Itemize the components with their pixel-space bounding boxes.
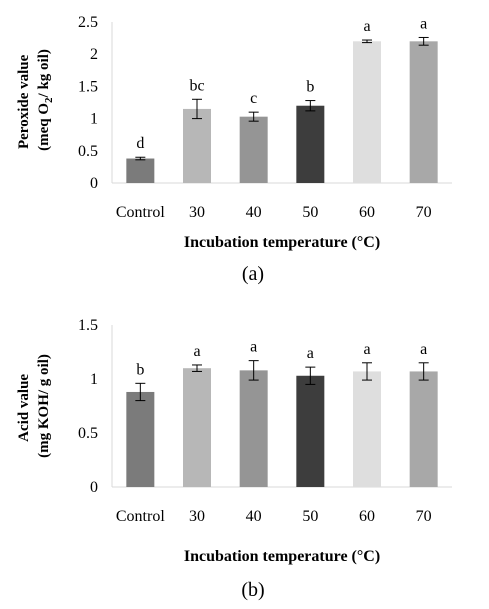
error-bar [305, 366, 316, 385]
y-tick-label: 0 [90, 175, 98, 192]
category-labels: Control 30 40 50 60 70 [116, 508, 432, 525]
significance-letter: c [250, 90, 257, 107]
significance-letters: b a a a a a [136, 339, 427, 379]
y-tick-label: 2.5 [78, 14, 98, 31]
bar [239, 370, 268, 487]
bar [126, 158, 155, 183]
category-label: 50 [302, 204, 318, 221]
error-bar [418, 36, 429, 46]
significance-letter: a [420, 341, 427, 358]
y-tick-labels: 0 0.5 1 1.5 [78, 317, 98, 496]
bar [409, 371, 438, 487]
bar [353, 41, 381, 183]
category-label: 50 [302, 508, 318, 525]
y-tick-label: 1.5 [78, 317, 98, 334]
y-tick-label: 0 [90, 479, 98, 496]
significance-letter: d [136, 135, 144, 152]
bar [409, 41, 438, 183]
y-tick-label: 0.5 [78, 425, 98, 442]
bar [239, 116, 268, 183]
category-label: 60 [359, 508, 375, 525]
y-tick-labels: 0 0.5 1 1.5 2 2.5 [78, 14, 98, 192]
category-label: 40 [246, 204, 262, 221]
y-tick-label: 1.5 [78, 78, 98, 95]
error-bar [248, 111, 259, 122]
y-axis-label: Peroxide value (meq O2/ kg oil) [16, 49, 55, 151]
significance-letter: a [420, 15, 427, 32]
error-bar [305, 100, 316, 112]
category-label: 40 [246, 508, 262, 525]
category-label: Control [116, 204, 165, 221]
error-bar [418, 362, 429, 381]
panel-label: (b) [241, 579, 264, 601]
bar [296, 105, 325, 183]
panel-label: (a) [242, 263, 264, 285]
bar [183, 108, 211, 183]
chart-acid-value: 0 0.5 1 1.5 b a a a a a Control 30 40 50 60 70 Acid v… [16, 317, 452, 601]
significance-letters: d bc c b a a [136, 15, 427, 152]
error-bar [192, 98, 202, 120]
error-bars [135, 360, 429, 402]
category-label: 60 [359, 204, 375, 221]
category-label: 70 [416, 508, 432, 525]
bars [126, 41, 438, 183]
significance-letter: b [306, 79, 314, 96]
error-bar [192, 364, 202, 372]
significance-letter: bc [189, 77, 204, 94]
y-tick-label: 2 [90, 46, 98, 63]
error-bar [135, 382, 146, 402]
bar [126, 391, 155, 487]
x-axis-label: Incubation temperature (°C) [184, 234, 380, 251]
significance-letter: a [363, 341, 370, 358]
error-bars [135, 36, 429, 161]
significance-letter: a [363, 18, 370, 35]
significance-letter: a [193, 343, 200, 360]
bar [183, 368, 211, 487]
error-bar [135, 156, 146, 161]
y-tick-label: 0.5 [78, 143, 98, 160]
chart-peroxide-value: 0 0.5 1 1.5 2 2.5 d bc c b a a Control 30 40 50 60 70 P… [16, 14, 452, 285]
significance-letter: a [250, 339, 257, 356]
significance-letter: a [307, 345, 314, 362]
category-labels: Control 30 40 50 60 70 [116, 204, 432, 221]
bar [353, 371, 381, 487]
error-bar [248, 360, 259, 381]
y-axis-label: Acid value (mg KOH/ g oil) [16, 354, 52, 458]
y-tick-label: 1 [90, 111, 98, 128]
category-label: 30 [189, 204, 205, 221]
category-label: 70 [416, 204, 432, 221]
category-label: Control [116, 508, 165, 525]
error-bar [362, 39, 372, 44]
x-axis-label: Incubation temperature (°C) [184, 548, 380, 565]
y-tick-label: 1 [90, 371, 98, 388]
significance-letter: b [136, 361, 144, 378]
bars [126, 368, 438, 487]
bar [296, 375, 325, 487]
category-label: 30 [189, 508, 205, 525]
error-bar [362, 362, 372, 381]
